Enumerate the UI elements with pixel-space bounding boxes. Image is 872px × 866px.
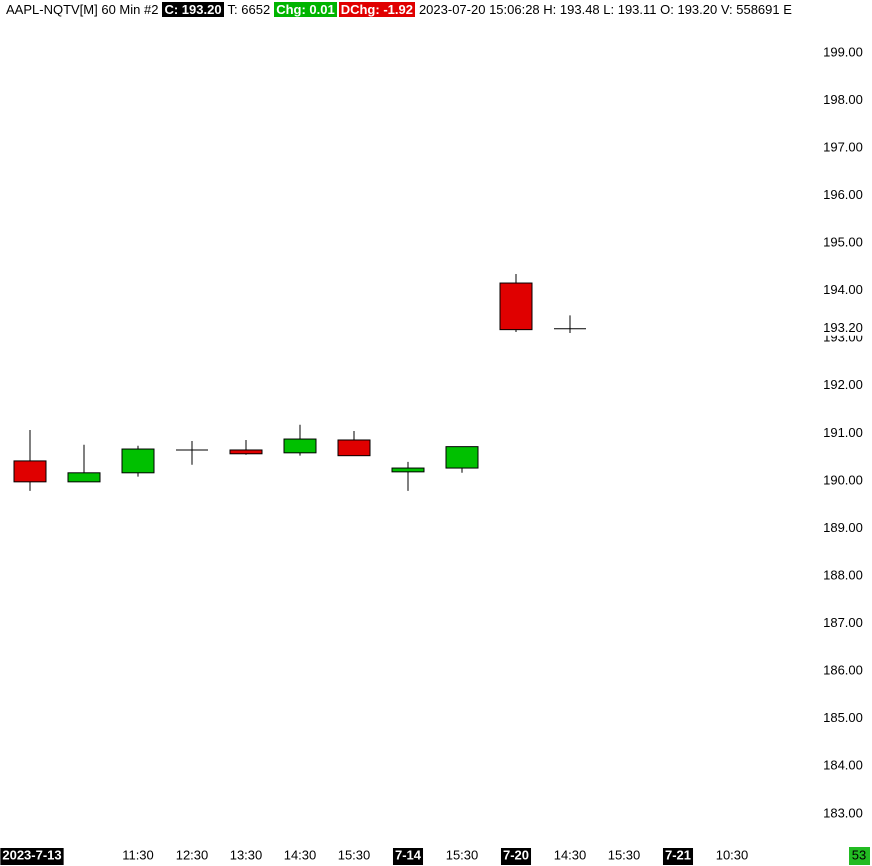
x-tick-label: 13:30	[230, 847, 263, 862]
y-tick-label: 190.00	[823, 472, 863, 487]
header-field: DChg: -1.92	[338, 2, 415, 17]
x-tick-label: 15:30	[446, 847, 479, 862]
y-tick-label: 184.00	[823, 758, 863, 773]
x-label-badge	[0, 848, 64, 865]
x-tick-label: 2023-7-13	[2, 847, 61, 862]
candle-body	[499, 282, 533, 331]
candle-body	[445, 446, 479, 469]
y-tick-label: 191.00	[823, 425, 863, 440]
candle-body	[121, 448, 155, 474]
header-bar: AAPL-NQTV[M] 60 Min #2 C: 193.20 T: 6652 Ch…	[4, 1, 818, 19]
candle-body	[13, 460, 47, 483]
last-price-label: 193.20	[823, 320, 863, 335]
header-field: C: 193.20	[162, 2, 224, 17]
y-tick-label: 185.00	[823, 710, 863, 725]
y-tick-label: 196.00	[823, 187, 863, 202]
y-tick-label: 186.00	[823, 663, 863, 678]
x-label-badge	[392, 848, 424, 865]
y-tick-label: 192.00	[823, 377, 863, 392]
candle-body	[337, 439, 371, 457]
y-tick-label: 199.00	[823, 44, 863, 59]
x-tick-label: 12:30	[176, 847, 209, 862]
x-label-badge	[662, 848, 694, 865]
x-tick-label: 15:30	[338, 847, 371, 862]
y-tick-label: 187.00	[823, 615, 863, 630]
y-tick-label: 189.00	[823, 520, 863, 535]
x-tick-label: 7-21	[665, 847, 691, 862]
corner-badge-label: 53	[852, 847, 866, 862]
y-tick-label: 188.00	[823, 567, 863, 582]
candle-body	[67, 472, 101, 483]
y-tick-label: 198.00	[823, 92, 863, 107]
candle-body	[283, 438, 317, 454]
y-tick-label: 197.00	[823, 139, 863, 154]
x-tick-label: 14:30	[554, 847, 587, 862]
x-tick-label: 11:30	[122, 847, 154, 862]
x-tick-label: 15:30	[608, 847, 641, 862]
header-field: Chg: 0.01	[274, 2, 337, 17]
y-tick-label: 194.00	[823, 282, 863, 297]
last-price-bg	[820, 320, 868, 336]
x-tick-label: 10:30	[716, 847, 749, 862]
header-field: T: 6652	[227, 2, 271, 17]
candle-body	[229, 449, 263, 455]
x-tick-label: 7-14	[395, 847, 422, 862]
header-field: AAPL-NQTV[M] 60 Min #2	[6, 2, 159, 17]
y-tick-label: 195.00	[823, 235, 863, 250]
y-tick-label: 183.00	[823, 805, 863, 820]
header-field: 2023-07-20 15:06:28 H: 193.48 L: 193.11 …	[418, 2, 792, 17]
candle-body	[391, 467, 425, 473]
x-label-badge	[500, 848, 532, 865]
corner-badge	[849, 847, 870, 865]
x-tick-label: 14:30	[284, 847, 317, 862]
x-tick-label: 7-20	[503, 847, 529, 862]
